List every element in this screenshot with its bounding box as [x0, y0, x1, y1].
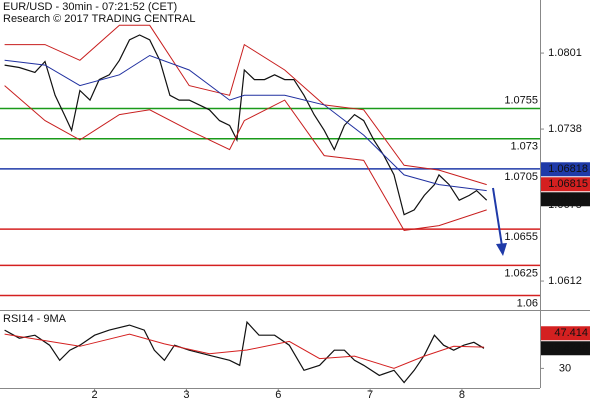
level-label: 1.0625 [504, 267, 538, 279]
level-label: 1.06 [517, 297, 538, 309]
last-value-label: 1.06798 [548, 193, 588, 205]
chart-title: RSI14 - 9MA [3, 313, 67, 325]
chart-subtitle: Research © 2017 TRADING CENTRAL [3, 13, 196, 25]
level-label: 1.0755 [504, 94, 538, 106]
y-tick-label: 1.0801 [548, 47, 582, 59]
x-tick-label: 7 [367, 389, 373, 400]
series-line [4, 333, 485, 369]
x-tick-label: 6 [275, 389, 281, 400]
level-label: 1.0655 [504, 231, 538, 243]
last-value-box [541, 192, 590, 207]
last-value-label: 1.06815 [548, 178, 588, 190]
last-value-label: 46.4248 [548, 342, 588, 354]
y-tick-label: 30 [559, 362, 571, 374]
level-label: 1.073 [510, 141, 538, 153]
last-value-box [541, 326, 590, 341]
chart-title: EUR/USD - 30min - 07:21:52 (CET) [3, 1, 177, 13]
x-tick-label: 8 [459, 389, 465, 400]
last-value-box [541, 341, 590, 356]
forecast-arrow [492, 187, 507, 256]
level-label: 1.0705 [504, 171, 538, 183]
series-line [4, 34, 488, 216]
x-tick-label: 3 [183, 389, 189, 400]
y-tick-label: 1.0738 [548, 123, 582, 135]
series-line [4, 320, 485, 384]
last-value-label: 1.06818 [548, 163, 588, 175]
series-line [4, 85, 487, 231]
series-line [4, 54, 487, 192]
series-line [4, 24, 487, 186]
last-value-label: 47.414 [554, 327, 588, 339]
last-value-box [541, 162, 590, 177]
x-tick-label: 2 [92, 389, 98, 400]
last-value-box [541, 177, 590, 192]
y-tick-label: 1.0612 [548, 275, 582, 287]
